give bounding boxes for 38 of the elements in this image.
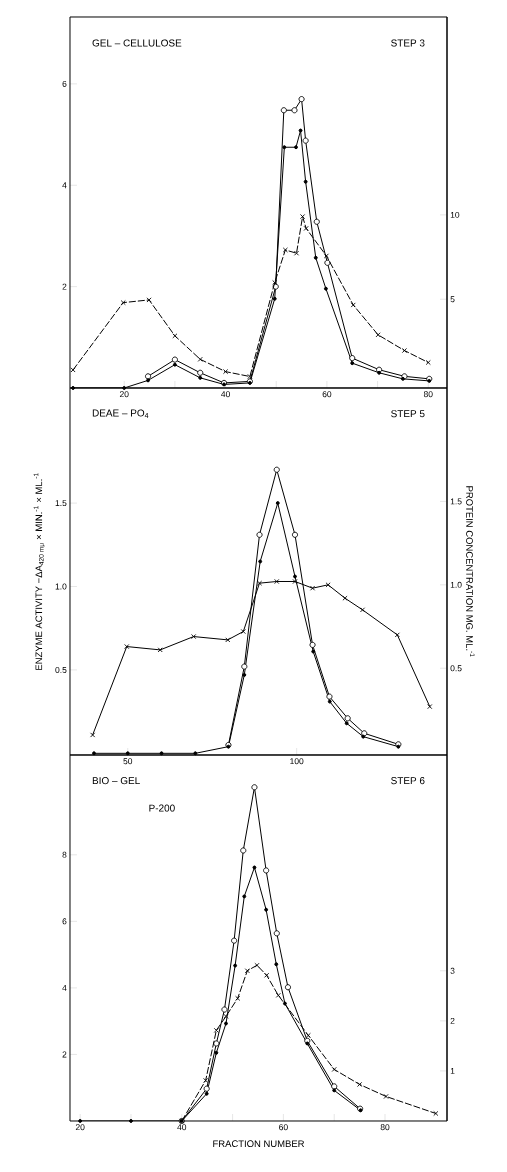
x-tick-label: 20 xyxy=(119,391,129,398)
x-tick-label: 100 xyxy=(290,758,304,765)
x-tick-label: 50 xyxy=(123,758,133,765)
x-tick-label: 60 xyxy=(279,1124,288,1131)
y2-axis-title: PROTEIN CONCENTRATION MG. ML.$^{-1}$ xyxy=(466,486,475,657)
y2-tick-label: 10 xyxy=(450,211,460,218)
annotation: DEAE – PO$_{4}$ xyxy=(92,409,149,418)
y2-tick-label: 1.0 xyxy=(450,581,462,588)
annotation: GEL – CELLULOSE xyxy=(92,39,182,47)
y-tick-label: 1.5 xyxy=(55,500,67,507)
y-tick-label: 0.5 xyxy=(55,666,67,673)
y2-tick-label: 1.5 xyxy=(450,498,462,505)
annotation: STEP 6 xyxy=(391,777,425,785)
y2-tick-label: 3 xyxy=(450,967,455,974)
x-tick-label: 20 xyxy=(75,1124,85,1131)
y-tick-label: 1.0 xyxy=(55,583,67,590)
y-tick-label: 8 xyxy=(62,851,67,858)
x-axis-title: FRACTION NUMBER xyxy=(213,1140,305,1148)
y2-tick-label: 2 xyxy=(450,1017,455,1024)
x-tick-label: 60 xyxy=(322,391,332,398)
x-tick-label: 80 xyxy=(380,1124,390,1131)
y-axis-title: ENZYME ACTIVITY −ΔA$_{420 mμ}$ × MIN.$^{-1}$ × ML.$^{-1}$ xyxy=(33,473,45,670)
y-tick-label: 6 xyxy=(62,80,67,87)
y-tick-label: 4 xyxy=(62,182,67,189)
y2-tick-label: 5 xyxy=(450,296,455,303)
y-tick-label: 2 xyxy=(62,283,67,290)
y2-tick-label: 1 xyxy=(450,1068,455,1074)
annotation: STEP 3 xyxy=(391,39,425,47)
annotation: STEP 5 xyxy=(391,410,425,418)
x-tick-label: 40 xyxy=(221,391,230,398)
x-tick-label: 80 xyxy=(423,391,433,398)
y-tick-label: 4 xyxy=(62,984,67,991)
x-tick-label: 40 xyxy=(177,1124,187,1131)
y-tick-label: 6 xyxy=(62,918,67,925)
y2-tick-label: 0.5 xyxy=(450,665,462,672)
y-tick-label: 2 xyxy=(62,1051,67,1058)
annotation: P-200 xyxy=(149,804,175,812)
annotation: BIO – GEL xyxy=(92,777,140,785)
